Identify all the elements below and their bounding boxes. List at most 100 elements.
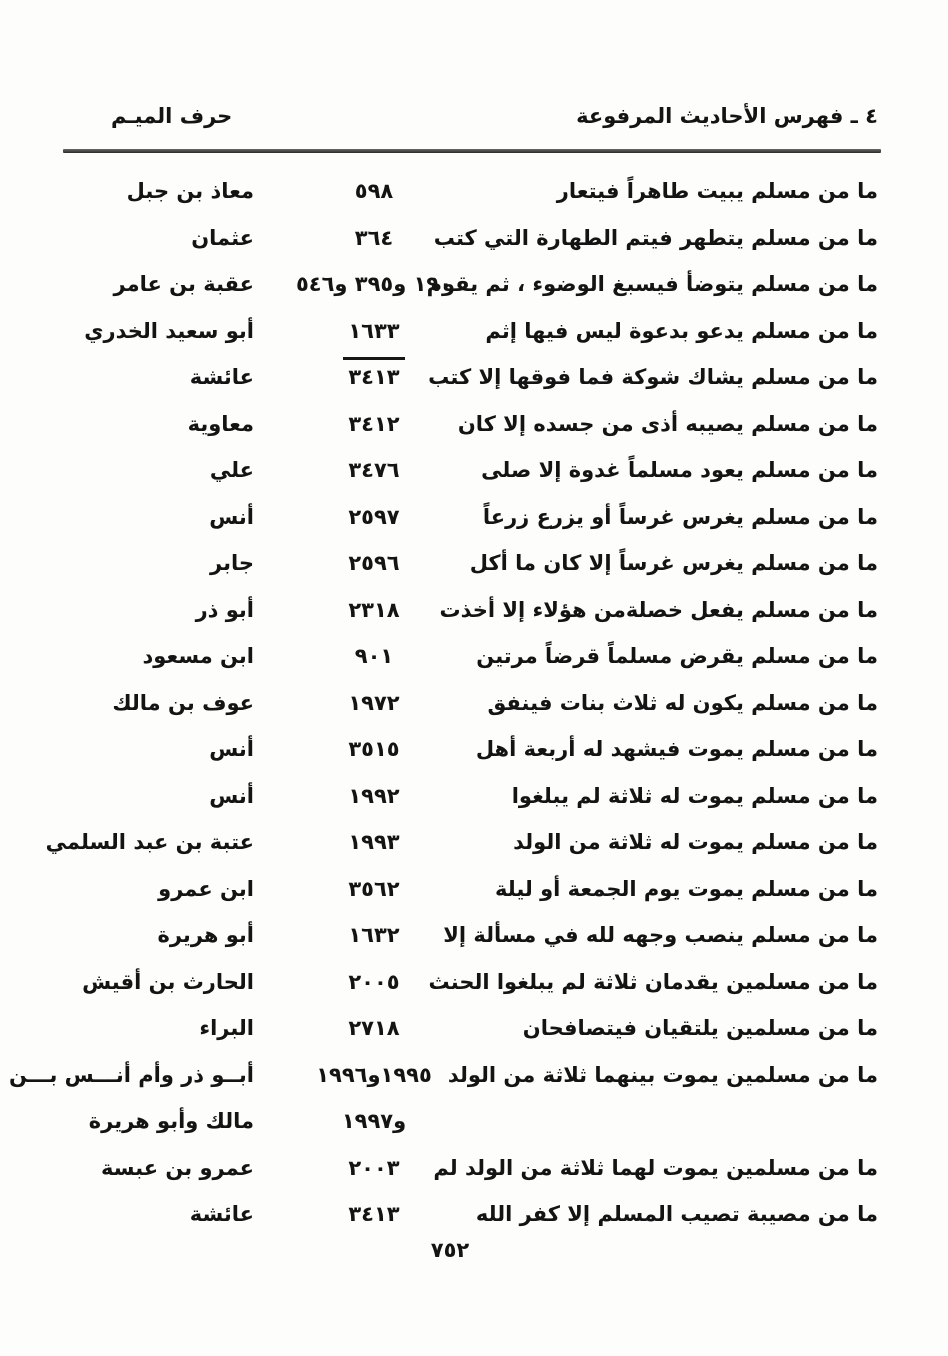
page-number-value: ١٦٣٣ — [348, 318, 400, 343]
folio-number: ٧٥٢ — [430, 1238, 470, 1262]
narrator-name: عثمان — [191, 225, 254, 250]
page-numbers: ٣٥٦٢ — [290, 877, 458, 901]
page-number-value: ١٦٣٢ — [348, 923, 400, 948]
hadith-text: ما من مسلم يبيت طاهراً فيتعار — [556, 179, 878, 204]
letter-heading: حرف الميـم — [111, 104, 233, 128]
index-row: ما من مسلم يتوضأ فيسبغ الوضوء ، ثم يقوم … — [63, 261, 878, 308]
narrator-name: أبــو ذر وأم أنـــس بـــن — [9, 1062, 254, 1087]
narrator-name: أبو ذر — [195, 597, 254, 622]
page-numbers: ٢٥٩٧ — [290, 505, 458, 529]
page-numbers: ٢٥٩٦ — [290, 551, 458, 575]
narrator-name: أنس — [209, 737, 254, 762]
hadith-text: ما من مسلم يشاك شوكة فما فوقها إلا كتب — [428, 365, 878, 390]
hadith-text: ما من مسلم يصيبه أذى من جسده إلا كان — [457, 411, 878, 436]
page-numbers: ٣٤١٢ — [290, 412, 458, 436]
narrator-name: علي — [209, 458, 254, 483]
page-numbers: ٣٤١٣ — [290, 357, 458, 389]
page-number-value: ٣٥١٥ — [348, 737, 400, 762]
page-number-value: ٩٠١ — [354, 644, 394, 669]
page-numbers: ٩٠١ — [290, 644, 458, 668]
page-numbers: ٢٣١٨ — [290, 598, 458, 622]
page-numbers: ٢٠٠٥ — [290, 970, 458, 994]
page-numbers: و١٩٩٧ — [290, 1109, 458, 1133]
hadith-text: ما من مسلم يموت له ثلاثة لم يبلغوا — [511, 783, 878, 808]
index-row: ما من مسلمين يموت لهما ثلاثة من الولد لم… — [63, 1145, 878, 1192]
page-numbers: ١٩٩٢ — [290, 784, 458, 808]
hadith-text: ما من مسلم يكون له ثلاث بنات فينفق — [487, 690, 879, 715]
page-numbers: ٢٧١٨ — [290, 1016, 458, 1040]
narrator-name: عائشة — [189, 1202, 254, 1227]
index-row: ما من مسلم يموت يوم الجمعة أو ليلة ٣٥٦٢ … — [63, 866, 878, 913]
index-row: ما من مسلم يفعل خصلةمن هؤلاء إلا أخذت ٢٣… — [63, 587, 878, 634]
page-number-value: ٢٥٩٦ — [348, 551, 400, 576]
narrator-name: أبو سعيد الخدري — [84, 318, 254, 343]
hadith-text: ما من مسلم يغرس غرساً إلا كان ما أكل — [469, 551, 878, 576]
hadith-text: ما من مسلم يغرس غرساً أو يزرع زرعاً — [482, 504, 878, 529]
page-footer: ٧٥٢ — [0, 1238, 948, 1262]
index-row: ما من مسلم يشاك شوكة فما فوقها إلا كتب ٣… — [63, 354, 878, 401]
page-numbers: ٣٥١٥ — [290, 737, 458, 761]
page-number-value: ١٩٧٢ — [348, 690, 400, 715]
header-divider — [63, 149, 881, 153]
page-numbers: ١٩٩٣ — [290, 830, 458, 854]
page-numbers: ٥٩٨ — [290, 179, 458, 203]
page-numbers: ٢٠٠٣ — [290, 1156, 458, 1180]
page-numbers: ١٦٣٢ — [290, 923, 458, 947]
narrator-name: ابن عمرو — [158, 876, 254, 901]
narrator-name: عتبة بن عبد السلمي — [45, 830, 254, 855]
hadith-text: ما من مسلم يعود مسلماً غدوة إلا صلى — [481, 458, 878, 483]
section-title: ٤ ـ فهرس الأحاديث المرفوعة — [576, 104, 878, 128]
index-row: ما من مسلم يبيت طاهراً فيتعار ٥٩٨ معاذ ب… — [63, 168, 878, 215]
page-number-value: ٣٤١٢ — [348, 411, 400, 436]
page-numbers: ٣٤١٣ — [290, 1202, 458, 1226]
index-row: ما من مسلم يتطهر فيتم الطهارة التي كتب ٣… — [63, 215, 878, 262]
index-row: ما من مسلم يصيبه أذى من جسده إلا كان ٣٤١… — [63, 401, 878, 448]
page-number-value: ٣٦٤ — [354, 225, 394, 250]
narrator-name: عوف بن مالك — [112, 690, 254, 715]
page-number-value: ٢٠٠٥ — [348, 969, 400, 994]
index-row: ما من مسلم يدعو بدعوة ليس فيها إثم ١٦٣٣ … — [63, 308, 878, 355]
narrator-name: مالك وأبو هريرة — [88, 1109, 254, 1134]
hadith-text: ما من مصيبة تصيب المسلم إلا كفر الله — [475, 1202, 878, 1227]
narrator-name: ابن مسعود — [142, 644, 254, 669]
hadith-text: ما من مسلم ينصب وجهه لله في مسألة إلا — [443, 923, 878, 948]
page-number-value: ٥٩٨ — [354, 179, 394, 204]
page-numbers: ١٩٩٥و١٩٩٦ — [290, 1063, 458, 1087]
page-number-value: ٣٥٦٢ — [348, 876, 400, 901]
index-row: ما من مسلم يموت له ثلاثة من الولد ١٩٩٣ ع… — [46, 819, 878, 866]
page-numbers: ١٩٧٢ — [290, 691, 458, 715]
hadith-text: ما من مسلم يتوضأ فيسبغ الوضوء ، ثم يقوم — [426, 272, 878, 297]
narrator-name: معاوية — [187, 411, 254, 436]
hadith-text: ما من مسلم يفعل خصلةمن هؤلاء إلا أخذت — [439, 597, 878, 622]
index-row: ما من مسلم يقرض مسلماً قرضاً مرتين ٩٠١ ا… — [63, 633, 878, 680]
narrator-name: عمرو بن عبسة — [101, 1155, 254, 1180]
narrator-name: عقبة بن عامر — [113, 272, 254, 297]
page-number-value: ١٩٩٣ — [348, 830, 400, 855]
narrator-name: أبو هريرة — [157, 923, 254, 948]
page-number-value: و١٩٩٧ — [341, 1109, 407, 1134]
narrator-name: البراء — [199, 1016, 254, 1041]
hadith-text: ما من مسلمين يقدمان ثلاثة لم يبلغوا الحن… — [428, 969, 878, 994]
hadith-index-list: ما من مسلم يبيت طاهراً فيتعار ٥٩٨ معاذ ب… — [9, 168, 879, 1238]
narrator-name: أنس — [209, 504, 254, 529]
index-row: ما من مصيبة تصيب المسلم إلا كفر الله ٣٤١… — [63, 1191, 878, 1238]
hadith-text: ما من مسلمين يموت لهما ثلاثة من الولد لم — [433, 1155, 878, 1180]
narrator-name: جابر — [210, 551, 254, 576]
hadith-text: ما من مسلمين يلتقيان فيتصافحان — [522, 1016, 878, 1041]
hadith-text: ما من مسلم يدعو بدعوة ليس فيها إثم — [485, 318, 878, 343]
page-number-value: ٣٤١٣ — [348, 1202, 400, 1227]
narrator-name: عائشة — [189, 365, 254, 390]
index-row: ما من مسلمين يموت بينهما ثلاثة من الولد … — [9, 1052, 878, 1099]
index-row: ما من مسلم يغرس غرساً إلا كان ما أكل ٢٥٩… — [63, 540, 878, 587]
index-row: ما من مسلم يموت له ثلاثة لم يبلغوا ١٩٩٢ … — [63, 773, 878, 820]
index-row: ما من مسلم يعود مسلماً غدوة إلا صلى ٣٤٧٦… — [63, 447, 878, 494]
index-row: ما من مسلم يغرس غرساً أو يزرع زرعاً ٢٥٩٧… — [63, 494, 878, 541]
narrator-name: معاذ بن جبل — [126, 179, 254, 204]
index-row: ما من مسلمين يلتقيان فيتصافحان ٢٧١٨ البر… — [63, 1005, 878, 1052]
page-numbers: ١٦٣٣ — [290, 319, 458, 343]
hadith-text: ما من مسلم يموت فيشهد له أربعة أهل — [475, 737, 878, 762]
page-number-value: ٢٥٩٧ — [348, 504, 400, 529]
hadith-text: ما من مسلم يموت يوم الجمعة أو ليلة — [495, 876, 878, 901]
page-number-value: ٢٠٠٣ — [348, 1155, 400, 1180]
